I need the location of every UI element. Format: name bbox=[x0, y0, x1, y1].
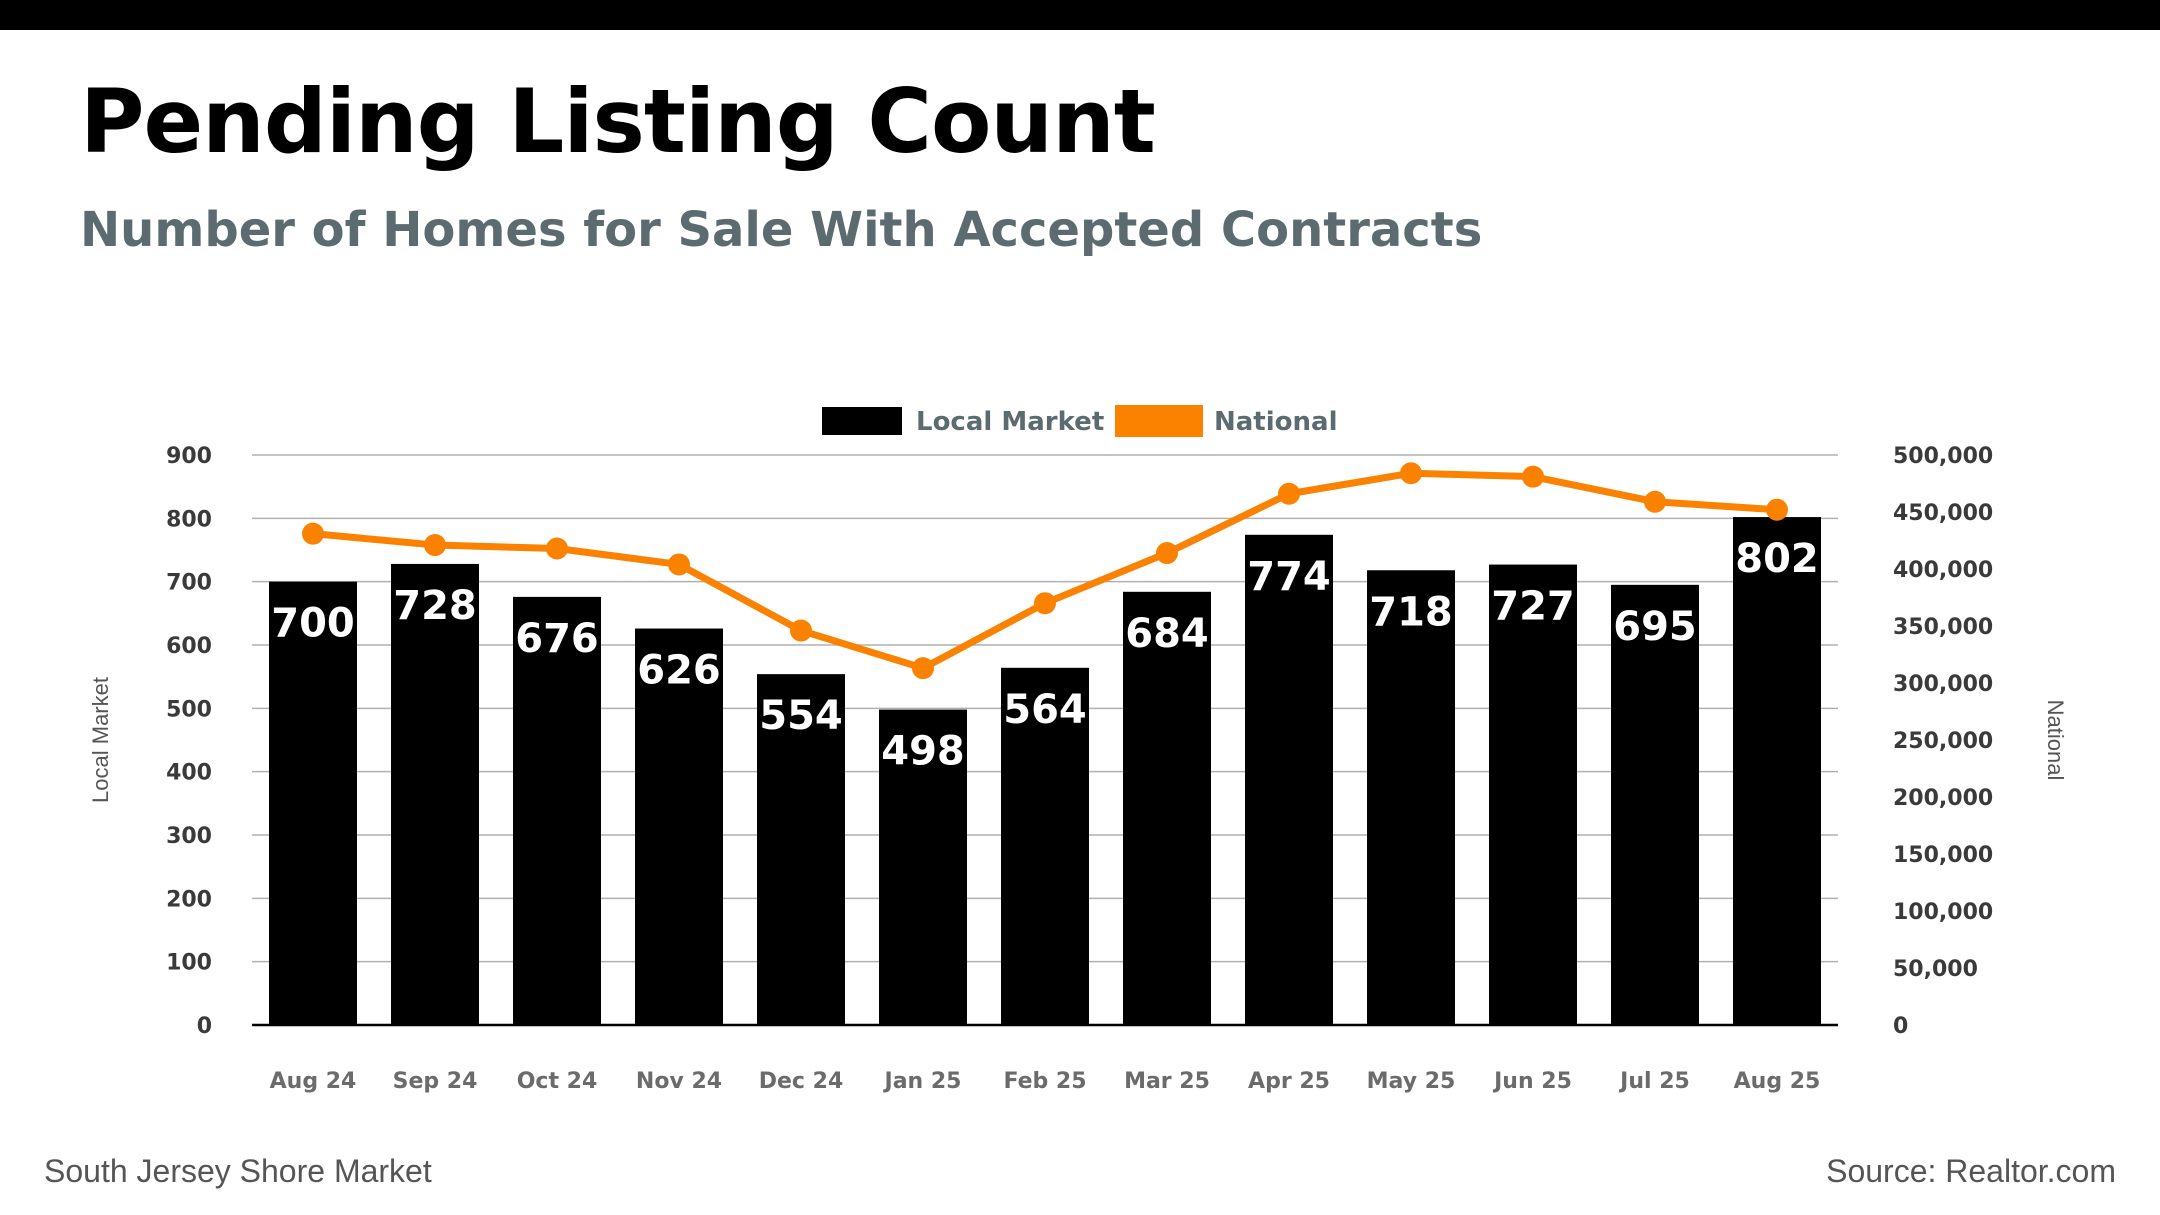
x-tick-label: Dec 24 bbox=[759, 1069, 844, 1094]
x-tick-label: Oct 24 bbox=[517, 1069, 598, 1094]
y2-tick-label: 200,000 bbox=[1893, 786, 1993, 811]
bar-value-label: 626 bbox=[637, 648, 721, 694]
point-national bbox=[546, 537, 568, 560]
point-national bbox=[912, 657, 934, 680]
bar-local-market bbox=[635, 628, 723, 1025]
y2-tick-label: 400,000 bbox=[1893, 558, 1993, 583]
x-tick-label: Apr 25 bbox=[1248, 1069, 1330, 1094]
bar-value-label: 554 bbox=[759, 693, 843, 739]
legend-swatch-local-market bbox=[822, 407, 902, 435]
y-axis-title: Local Market bbox=[88, 677, 113, 803]
x-tick-label: Jun 25 bbox=[1492, 1069, 1572, 1094]
footer-source: Source: Realtor.com bbox=[1826, 1153, 2116, 1189]
bar-value-label: 728 bbox=[393, 583, 477, 629]
y2-tick-label: 300,000 bbox=[1893, 672, 1993, 697]
y2-tick-label: 250,000 bbox=[1893, 729, 1993, 754]
bar-value-label: 802 bbox=[1735, 536, 1819, 582]
y-tick-label: 300 bbox=[166, 824, 212, 849]
point-national bbox=[790, 619, 812, 642]
x-tick-label: Aug 25 bbox=[1734, 1069, 1821, 1094]
x-tick-label: Aug 24 bbox=[270, 1069, 357, 1094]
y2-tick-label: 350,000 bbox=[1893, 615, 1993, 640]
legend-label-national: National bbox=[1214, 407, 1337, 437]
y-tick-label: 800 bbox=[166, 507, 212, 532]
bar-value-label: 727 bbox=[1491, 584, 1575, 630]
point-national bbox=[1156, 542, 1178, 565]
x-tick-label: May 25 bbox=[1367, 1069, 1456, 1094]
point-national bbox=[1522, 465, 1544, 488]
bar-value-label: 564 bbox=[1003, 687, 1087, 733]
y-tick-label: 0 bbox=[197, 1014, 212, 1039]
point-national bbox=[302, 522, 324, 545]
legend-swatch-national bbox=[1115, 405, 1203, 437]
x-tick-label: Jul 25 bbox=[1618, 1069, 1690, 1094]
bar-value-label: 695 bbox=[1613, 604, 1697, 650]
y2-tick-label: 450,000 bbox=[1893, 501, 1993, 526]
y-tick-label: 900 bbox=[166, 444, 212, 469]
x-tick-label: Nov 24 bbox=[636, 1069, 722, 1094]
point-national bbox=[424, 534, 446, 557]
bar-value-label: 684 bbox=[1125, 611, 1209, 657]
bar-local-market bbox=[1123, 591, 1211, 1025]
y2-tick-label: 0 bbox=[1893, 1014, 1908, 1039]
point-national bbox=[1644, 490, 1666, 513]
page-subtitle: Number of Homes for Sale With Accepted C… bbox=[80, 202, 1483, 258]
bar-local-market bbox=[879, 709, 967, 1025]
bar-value-label: 498 bbox=[881, 729, 965, 775]
bar-local-market bbox=[1367, 570, 1455, 1025]
bar-local-market bbox=[391, 563, 479, 1025]
y-tick-label: 500 bbox=[166, 697, 212, 722]
bar-local-market bbox=[1245, 534, 1333, 1025]
bar-local-market bbox=[269, 581, 357, 1025]
point-national bbox=[1034, 592, 1056, 615]
bar-value-label: 676 bbox=[515, 616, 599, 662]
bar-local-market bbox=[1001, 667, 1089, 1025]
point-national bbox=[1278, 482, 1300, 505]
point-national bbox=[1400, 462, 1422, 485]
bar-local-market bbox=[1733, 517, 1821, 1025]
bar-value-label: 700 bbox=[271, 601, 355, 647]
bar-local-market bbox=[1489, 564, 1577, 1025]
bar-local-market bbox=[513, 596, 601, 1025]
y2-tick-label: 500,000 bbox=[1893, 444, 1993, 469]
bar-value-label: 718 bbox=[1369, 589, 1453, 635]
page-title: Pending Listing Count bbox=[80, 70, 1156, 173]
y2-axis-title: National bbox=[2043, 700, 2068, 781]
y2-tick-label: 150,000 bbox=[1893, 843, 1993, 868]
bar-value-label: 774 bbox=[1247, 554, 1331, 600]
x-tick-label: Feb 25 bbox=[1003, 1069, 1086, 1094]
x-tick-label: Jan 25 bbox=[883, 1069, 962, 1094]
y2-tick-label: 50,000 bbox=[1893, 957, 1978, 982]
x-tick-label: Mar 25 bbox=[1124, 1069, 1210, 1094]
y-tick-label: 100 bbox=[166, 951, 212, 976]
point-national bbox=[1766, 498, 1788, 521]
footer-market: South Jersey Shore Market bbox=[44, 1153, 432, 1189]
y2-tick-label: 100,000 bbox=[1893, 900, 1993, 925]
top-bar bbox=[0, 0, 2160, 30]
bar-local-market bbox=[1611, 584, 1699, 1025]
x-tick-label: Sep 24 bbox=[393, 1069, 478, 1094]
y-tick-label: 600 bbox=[166, 634, 212, 659]
legend-label-local-market: Local Market bbox=[916, 407, 1104, 437]
bar-local-market bbox=[757, 674, 845, 1025]
y-tick-label: 700 bbox=[166, 571, 212, 596]
y-tick-label: 200 bbox=[166, 887, 212, 912]
point-national bbox=[668, 553, 690, 576]
y-tick-label: 400 bbox=[166, 761, 212, 786]
